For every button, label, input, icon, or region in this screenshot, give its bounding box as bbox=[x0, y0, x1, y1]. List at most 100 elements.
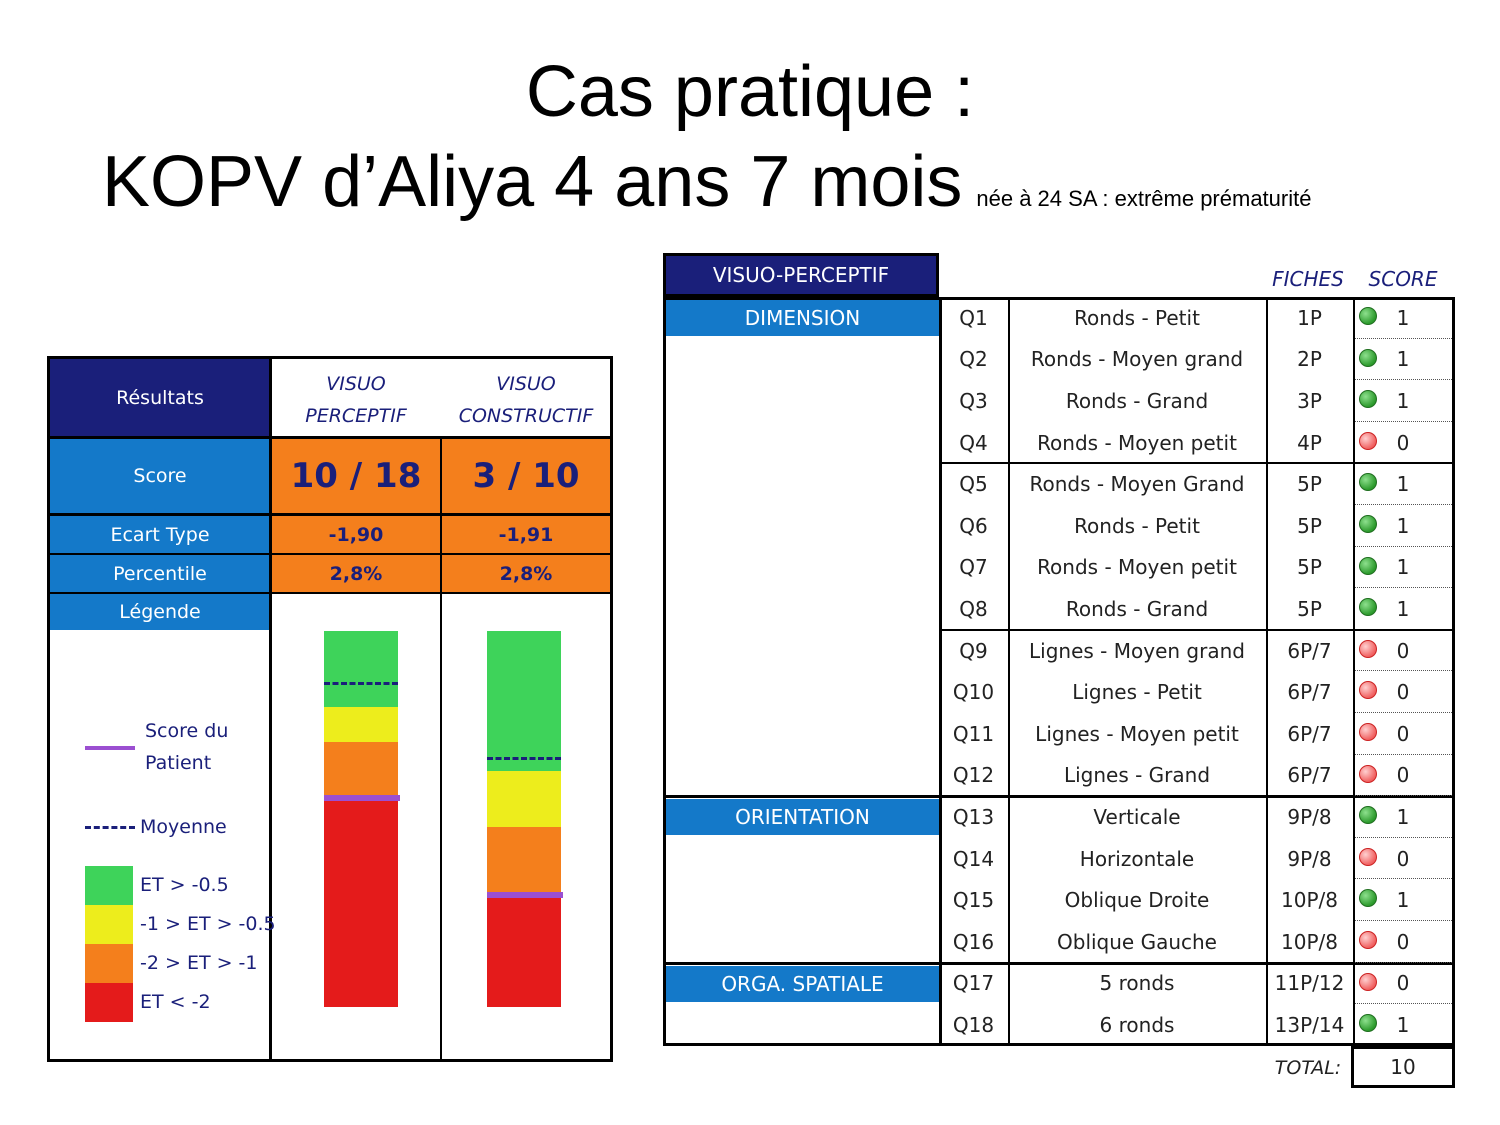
bar-visuo-perceptif bbox=[324, 631, 400, 1007]
row-item: Ronds - Moyen petit bbox=[1037, 430, 1237, 455]
column-divider bbox=[1266, 297, 1268, 1046]
total-value: 10 bbox=[1351, 1046, 1455, 1088]
legend-yellow-label: -1 > ET > -0.5 bbox=[140, 913, 276, 935]
score-label: Score bbox=[50, 439, 270, 513]
row-fiche: 5P bbox=[1297, 472, 1322, 497]
percentile-vp: 2,8% bbox=[272, 555, 440, 592]
row-question: Q2 bbox=[959, 347, 988, 372]
row-question: Q3 bbox=[959, 388, 988, 413]
table-border bbox=[663, 297, 1455, 1046]
row-item: 5 ronds bbox=[1099, 971, 1175, 996]
results-border bbox=[47, 356, 613, 1062]
row-question: Q1 bbox=[959, 305, 988, 330]
row-dotted-line bbox=[1355, 961, 1452, 963]
row-dotted-line bbox=[1355, 504, 1452, 505]
row-item: Ronds - Grand bbox=[1065, 388, 1209, 413]
legend-patient-line1: Score du bbox=[145, 720, 229, 742]
bar-vp-yellow bbox=[324, 707, 398, 742]
row-score: 1 bbox=[1396, 388, 1410, 413]
success-indicator-icon bbox=[1359, 1014, 1377, 1033]
row-dotted-line bbox=[1355, 878, 1452, 880]
bar-vp-red bbox=[324, 798, 398, 1007]
row-score: 1 bbox=[1396, 513, 1410, 538]
percentile-vc: 2,8% bbox=[442, 555, 610, 592]
row-item: Ronds - Moyen grand bbox=[1030, 347, 1244, 372]
row-item: 6 ronds bbox=[1099, 1012, 1175, 1037]
row-question: Q18 bbox=[952, 1012, 995, 1037]
row-item: Lignes - Moyen grand bbox=[1029, 638, 1245, 663]
bar-vc-red bbox=[487, 895, 561, 1007]
success-indicator-icon bbox=[1359, 473, 1377, 492]
legend-green-label: ET > -0.5 bbox=[140, 874, 229, 896]
row-score: 1 bbox=[1396, 596, 1410, 621]
heading-main: KOPV d’Aliya 4 ans 7 mois bbox=[102, 142, 963, 222]
legend-orange-label: -2 > ET > -1 bbox=[140, 952, 258, 974]
row-score: 0 bbox=[1396, 638, 1410, 663]
row-fiche: 9P/8 bbox=[1287, 804, 1332, 829]
row-question: Q5 bbox=[959, 472, 988, 497]
subgroup-separator bbox=[939, 628, 1455, 631]
col-header-visuo-perceptif: VISUO PERCEPTIF bbox=[272, 364, 440, 436]
slide-title: Cas pratique : bbox=[525, 52, 975, 132]
group-label: ORGA. SPATIALE bbox=[666, 965, 939, 1002]
success-indicator-icon bbox=[1359, 348, 1377, 367]
heading-subtitle: née à 24 SA : extrême prématurité bbox=[976, 186, 1312, 211]
results-panel: Résultats VISUO PERCEPTIF VISUO CONSTRUC… bbox=[47, 356, 613, 1062]
success-indicator-icon bbox=[1359, 806, 1377, 825]
bar-vc-orange bbox=[487, 827, 561, 895]
row-item: Lignes - Grand bbox=[1063, 763, 1211, 788]
row-question: Q6 bbox=[959, 513, 988, 538]
row-dotted-line bbox=[1355, 420, 1452, 422]
col-header-vp-line1: VISUO bbox=[326, 373, 386, 395]
row-question: Q8 bbox=[959, 596, 988, 621]
row-score: 0 bbox=[1396, 430, 1410, 455]
bar-visuo-constructif bbox=[487, 631, 563, 1007]
row-dotted-line bbox=[1355, 712, 1452, 713]
score-visuo-constructif: 3 / 10 bbox=[442, 439, 610, 513]
fiches-header: FICHES bbox=[1272, 267, 1344, 291]
row-item: Oblique Droite bbox=[1064, 888, 1210, 913]
row-score: 1 bbox=[1396, 347, 1410, 372]
ecart-type-vc: -1,91 bbox=[442, 516, 610, 553]
row-dotted-line bbox=[1355, 337, 1452, 339]
row-score: 0 bbox=[1396, 680, 1410, 705]
row-item: Ronds - Grand bbox=[1065, 596, 1209, 621]
row-item: Ronds - Moyen Grand bbox=[1029, 472, 1245, 497]
percentile-label: Percentile bbox=[50, 555, 270, 592]
bar-vp-patient-line bbox=[324, 795, 400, 801]
row-score: 0 bbox=[1396, 721, 1410, 746]
legend-patient-line bbox=[85, 746, 135, 750]
row-question: Q13 bbox=[952, 804, 995, 829]
legend-moyenne-line bbox=[85, 826, 135, 829]
row-score: 0 bbox=[1396, 929, 1410, 954]
row-question: Q9 bbox=[959, 638, 988, 663]
row-dotted-line bbox=[1355, 1003, 1452, 1005]
row-fiche: 6P/7 bbox=[1287, 638, 1332, 663]
row-score: 1 bbox=[1396, 804, 1410, 829]
group-label: ORIENTATION bbox=[666, 799, 939, 836]
row-fiche: 1P bbox=[1297, 305, 1322, 330]
legend-green-swatch bbox=[85, 866, 133, 905]
row-score: 0 bbox=[1396, 846, 1410, 871]
column-divider bbox=[1353, 297, 1355, 1046]
col-header-visuo-constructif: VISUO CONSTRUCTIF bbox=[442, 364, 610, 436]
bar-vc-moyenne-line bbox=[487, 757, 561, 760]
row-fiche: 13P/14 bbox=[1274, 1012, 1345, 1037]
score-header: SCORE bbox=[1368, 267, 1438, 291]
bar-vp-green bbox=[324, 631, 398, 707]
row-score: 1 bbox=[1396, 555, 1410, 580]
row-fiche: 5P bbox=[1297, 596, 1322, 621]
subgroup-separator bbox=[939, 462, 1455, 465]
row-dotted-line bbox=[1355, 753, 1452, 755]
failure-indicator-icon bbox=[1359, 972, 1377, 991]
legend-orange-swatch bbox=[85, 944, 133, 983]
group-separator bbox=[663, 961, 1455, 965]
bar-vc-patient-line bbox=[487, 892, 563, 898]
success-indicator-icon bbox=[1359, 390, 1377, 409]
bar-vp-moyenne-line bbox=[324, 682, 398, 685]
row-question: Q11 bbox=[952, 721, 995, 746]
row-score: 0 bbox=[1396, 971, 1410, 996]
failure-indicator-icon bbox=[1359, 847, 1377, 866]
failure-indicator-icon bbox=[1359, 764, 1377, 783]
row-question: Q17 bbox=[952, 971, 995, 996]
